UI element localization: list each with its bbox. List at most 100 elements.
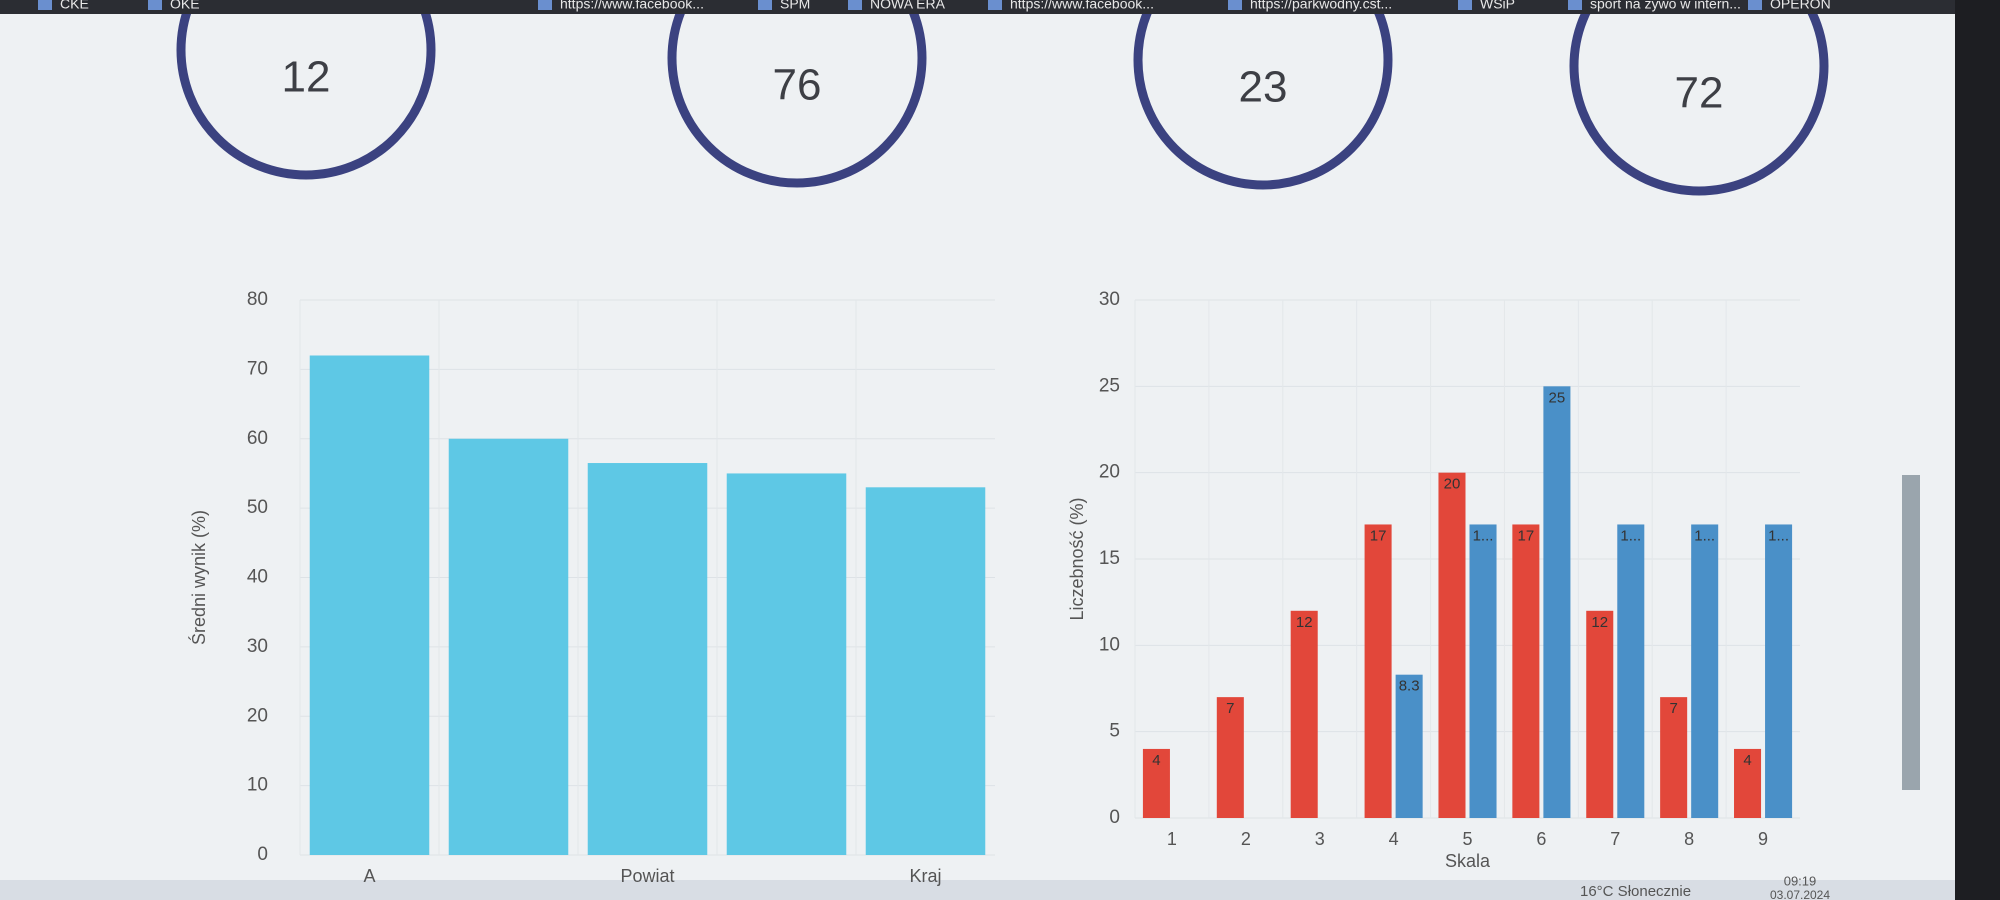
bookmarks: CKE OKE https://www.facebook... SPM NOWA ERA… [38,0,1831,12]
x-tick-label: 2 [1241,829,1251,849]
y-tick-label: 0 [1109,807,1120,828]
bookmark-icon [538,0,552,10]
bookmark[interactable]: NOWA ERA [870,0,946,12]
bookmark-icon [1458,0,1472,10]
clock-time: 09:19 [1784,873,1817,888]
y-tick-label: 5 [1109,721,1120,742]
weather: 16°C Słonecznie [1580,883,1691,900]
x-tick-label: 6 [1536,829,1546,849]
bookmark[interactable]: https://www.facebook... [560,0,704,12]
bar [1660,697,1688,818]
x-axis-label: Skala [1445,851,1491,871]
bookmark[interactable]: https://www.facebook... [1010,0,1154,12]
y-tick-label: 50 [247,497,268,518]
bar [309,355,430,855]
bookmark[interactable]: WSiP [1480,0,1515,12]
y-tick-label: 20 [1099,462,1120,483]
bookmark-icon [758,0,772,10]
value-label: 12 [1591,614,1608,631]
y-axis-label: Liczebność (%) [1067,497,1087,620]
scrollbar [1902,475,1920,790]
x-tick-label: 5 [1462,829,1472,849]
bar [1734,748,1762,818]
value-label: 4 [1743,752,1751,769]
bar [1543,386,1571,818]
stat-value: 72 [1675,69,1724,118]
taskbar [0,880,1955,900]
value-label: 1... [1620,527,1641,544]
y-tick-label: 80 [247,289,268,310]
y-tick-label: 30 [247,636,268,657]
y-tick-label: 60 [247,428,268,449]
stat-value: 12 [282,53,331,102]
x-tick-label: 7 [1610,829,1620,849]
y-tick-label: 40 [247,567,268,588]
y-tick-label: 30 [1099,289,1120,310]
value-label: 8.3 [1399,678,1420,695]
x-tick-label: Kraj [909,866,941,886]
y-tick-label: 25 [1099,375,1120,396]
y-tick-label: 15 [1099,548,1120,569]
stat-value: 76 [773,61,822,110]
value-label: 1... [1473,527,1494,544]
bookmark-icon [848,0,862,10]
x-tick-label: A [363,866,375,886]
value-label: 17 [1370,527,1387,544]
bar [587,463,708,855]
value-label: 1... [1694,527,1715,544]
bookmark[interactable]: https://parkwodny.cst... [1250,0,1392,12]
stat-ring [1133,0,1393,190]
bar [1512,524,1540,818]
bar [1290,610,1318,818]
bar [1586,610,1614,818]
stat-circles: 12 76 23 72 [176,0,1829,196]
bezel [1955,0,2000,900]
x-tick-label: Powiat [620,866,674,886]
bar [1216,697,1244,818]
bookmark-icon [988,0,1002,10]
bar [1469,524,1497,818]
x-tick-label: 3 [1315,829,1325,849]
value-label: 1... [1768,527,1789,544]
bar [1395,674,1423,818]
bookmark[interactable]: sport na zywo w intern... [1590,0,1741,12]
bar [1617,524,1645,818]
bookmark-icon [148,0,162,10]
bar [1765,524,1793,818]
value-label: 17 [1518,527,1535,544]
bar [1364,524,1392,818]
x-tick-label: 9 [1758,829,1768,849]
value-label: 12 [1296,614,1313,631]
y-tick-label: 10 [247,775,268,796]
stat-ring [1569,0,1829,196]
bookmark[interactable]: OPERON [1770,0,1831,12]
stat-value: 23 [1239,63,1288,112]
bar [726,473,847,855]
bookmark-icon [1568,0,1582,10]
x-tick-label: 1 [1167,829,1177,849]
bookmark-icon [1748,0,1762,10]
bar [1142,748,1170,818]
clock-date: 03.07.2024 [1770,888,1830,900]
bar [1691,524,1719,818]
y-axis-label: Średni wynik (%) [188,510,209,645]
y-tick-label: 70 [247,358,268,379]
value-label: 4 [1152,752,1160,769]
bookmark[interactable]: OKE [170,0,200,12]
bookmark[interactable]: SPM [780,0,810,12]
bookmark[interactable]: CKE [60,0,89,12]
value-label: 7 [1669,700,1677,717]
y-tick-label: 10 [1099,634,1120,655]
bar [448,438,569,855]
value-label: 25 [1549,389,1566,406]
x-tick-label: 8 [1684,829,1694,849]
stat-ring [667,0,927,188]
bar [865,487,986,855]
value-label: 7 [1226,700,1234,717]
y-tick-label: 0 [257,844,268,865]
bookmark-icon [1228,0,1242,10]
y-tick-label: 20 [247,705,268,726]
bar [1438,472,1466,818]
